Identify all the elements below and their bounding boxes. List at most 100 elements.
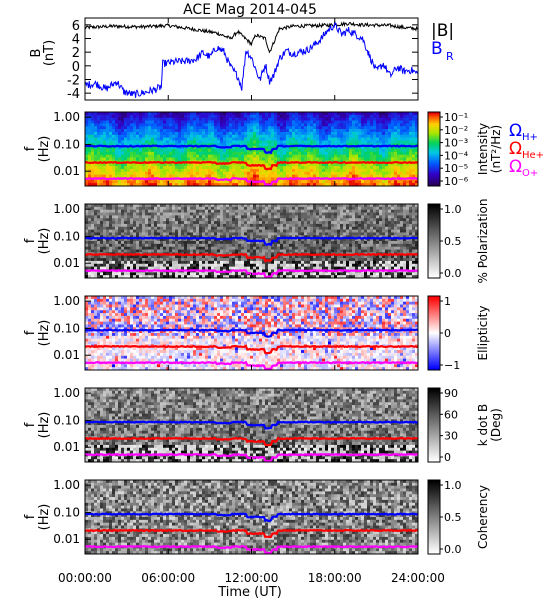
spectrogram-cell <box>301 114 305 119</box>
spectrogram-cell <box>106 131 110 136</box>
spectrogram-cell <box>226 180 230 184</box>
spectrogram-cell <box>193 209 197 213</box>
spectrogram-cell <box>172 112 176 116</box>
spectrogram-cell <box>184 218 188 222</box>
spectrogram-cell <box>247 112 251 116</box>
spectrogram-cell <box>256 117 260 121</box>
spectrogram-cell <box>373 134 377 138</box>
spectrogram-cell <box>130 183 134 187</box>
spectrogram-cell <box>94 229 98 233</box>
spectrogram-cell <box>157 131 161 136</box>
spectrogram-cell <box>250 243 254 248</box>
spectrogram-cell <box>400 140 404 144</box>
spectrogram-cell <box>178 120 182 124</box>
spectrogram-cell <box>163 129 167 133</box>
spectrogram-cell <box>145 260 149 265</box>
spectrogram-cell <box>271 275 275 279</box>
spectrogram-cell <box>136 275 140 279</box>
spectrogram-cell <box>262 243 266 248</box>
spectrogram-cell <box>358 129 362 133</box>
spectrogram-cell <box>247 123 251 127</box>
spectrogram-cell <box>268 168 272 173</box>
spectrogram-cell <box>262 129 266 133</box>
spectrogram-cell <box>199 243 203 248</box>
spectrogram-cell <box>337 183 341 187</box>
spectrogram-cell <box>352 112 356 116</box>
spectrogram-cell <box>298 206 302 211</box>
spectrogram-cell <box>181 140 185 144</box>
spectrogram-cell <box>277 221 281 225</box>
spectrogram-cell <box>280 232 284 236</box>
spectrogram-cell <box>193 206 197 211</box>
spectrogram-cell <box>139 171 143 175</box>
spectrogram-cell <box>199 131 203 136</box>
spectrogram-cell <box>283 134 287 138</box>
spectrogram-cell <box>274 263 278 267</box>
spectrogram-cell <box>337 112 341 116</box>
spectrogram-cell <box>286 258 290 262</box>
spectrogram-cell <box>226 246 230 250</box>
spectrogram-cell <box>328 151 332 156</box>
spectrogram-cell <box>178 221 182 225</box>
spectrogram-cell <box>241 134 245 138</box>
spectrogram-cell <box>343 140 347 144</box>
spectrogram-cell <box>253 114 257 119</box>
spectrogram-cell <box>331 134 335 138</box>
spectrogram-cell <box>298 232 302 236</box>
spectrogram-cell <box>142 137 146 141</box>
spectrogram-cell <box>187 272 191 276</box>
spectrogram-cell <box>241 249 245 253</box>
spectrogram-cell <box>85 223 89 228</box>
spectrogram-cell <box>271 123 275 127</box>
spectrogram-cell <box>241 258 245 262</box>
spectrogram-cell <box>148 229 152 233</box>
spectrogram-cell <box>244 149 248 153</box>
spectrogram-cell <box>277 206 281 211</box>
spectrogram-cell <box>280 258 284 262</box>
spectrogram-cell <box>241 226 245 230</box>
spectrogram-cell <box>175 232 179 236</box>
spectrogram-cell <box>202 151 206 156</box>
spectrogram-cell <box>130 120 134 124</box>
spectrogram-cell <box>232 212 236 216</box>
spectrogram-cell <box>103 221 107 225</box>
spectrogram-cell <box>337 168 341 173</box>
spectrogram-cell <box>190 263 194 267</box>
spectrogram-cell <box>292 126 296 130</box>
spectrogram-cell <box>247 249 251 253</box>
spectrogram-cell <box>301 246 305 250</box>
spectrogram-cell <box>193 157 197 161</box>
spectrogram-cell <box>100 223 104 228</box>
spectrogram-cell <box>415 137 419 141</box>
spectrogram-cell <box>181 235 185 239</box>
spectrogram-cell <box>112 180 116 184</box>
spectrogram-cell <box>370 146 374 150</box>
spectrogram-cell <box>163 229 167 233</box>
spectrogram-cell <box>145 143 149 147</box>
spectrogram-cell <box>106 140 110 144</box>
spectrogram-cell <box>139 114 143 119</box>
spectrogram-cell <box>136 134 140 138</box>
spectrogram-cell <box>112 166 116 170</box>
spectrogram-cell <box>349 120 353 124</box>
spectrogram-cell <box>226 143 230 147</box>
spectrogram-cell <box>403 154 407 158</box>
spectrogram-cell <box>103 157 107 161</box>
spectrogram-cell <box>142 258 146 262</box>
spectrogram-cell <box>286 206 290 211</box>
spectrogram-cell <box>97 263 101 267</box>
spectrogram-cell <box>268 146 272 150</box>
spectrogram-cell <box>160 212 164 216</box>
spectrogram-cell <box>286 249 290 253</box>
colorbar-step <box>428 184 440 187</box>
spectrogram-cell <box>298 140 302 144</box>
spectrogram-cell <box>238 206 242 211</box>
spectrogram-cell <box>208 143 212 147</box>
spectrogram-cell <box>286 163 290 167</box>
spectrogram-cell <box>292 163 296 167</box>
spectrogram-cell <box>166 275 170 279</box>
spectrogram-cell <box>163 243 167 248</box>
spectrogram-cell <box>319 163 323 167</box>
spectrogram-cell <box>172 206 176 211</box>
spectrogram-cell <box>88 241 92 245</box>
